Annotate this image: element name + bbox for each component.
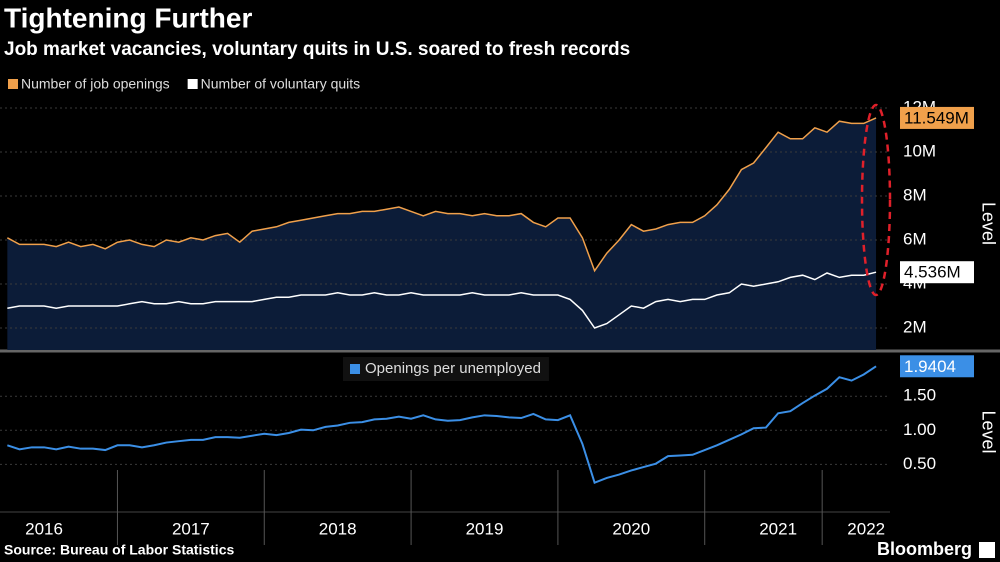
legend-swatch — [350, 364, 360, 374]
source: Source: Bureau of Labor Statistics — [4, 542, 234, 558]
x-tick-label: 2022 — [847, 519, 885, 538]
x-tick-label: 2021 — [759, 519, 797, 538]
last-value-label: 1.9404 — [904, 357, 956, 376]
area — [7, 117, 877, 350]
line — [7, 365, 877, 485]
y-axis-label: Level — [978, 410, 998, 453]
line — [6, 117, 877, 273]
legend-swatch — [187, 79, 198, 89]
last-value-tag — [900, 106, 974, 129]
legend-swatch — [8, 79, 18, 89]
legend-box — [343, 357, 549, 381]
y-tick-label: 2M — [903, 317, 927, 336]
x-tick-label: 2018 — [319, 519, 357, 538]
legend-label: Number of job openings — [21, 76, 170, 92]
x-tick-label: 2019 — [466, 519, 504, 538]
x-tick-label: 2016 — [25, 519, 63, 538]
y-tick-label: 10M — [903, 141, 936, 160]
y-tick-label: 0.50 — [903, 454, 936, 473]
y-tick-label: 6M — [903, 229, 927, 248]
chart-title: Tightening Further — [4, 2, 252, 33]
chart-subtitle: Job market vacancies, voluntary quits in… — [4, 39, 630, 60]
last-value-label: 11.549M — [904, 108, 969, 127]
y-axis-label: Level — [978, 202, 998, 245]
last-value-label: 4.536M — [904, 263, 961, 282]
last-value-tag — [900, 261, 974, 284]
brand-icon — [979, 542, 995, 558]
brand: Bloomberg — [877, 539, 972, 559]
x-tick-label: 2017 — [172, 519, 210, 538]
last-value-tag — [900, 355, 974, 378]
x-tick-label: 2020 — [612, 519, 650, 538]
highlight-ellipse — [860, 103, 892, 297]
plot-layer: 20162017201820192020202120222M4M6M8M10M1… — [0, 76, 998, 545]
y-tick-label: 1.00 — [903, 420, 936, 439]
y-tick-label: 1.50 — [903, 386, 936, 405]
legend-label: Number of voluntary quits — [201, 76, 361, 92]
legend-label: Openings per unemployed — [365, 360, 541, 377]
y-tick-label: 8M — [903, 185, 927, 204]
line — [7, 271, 877, 329]
